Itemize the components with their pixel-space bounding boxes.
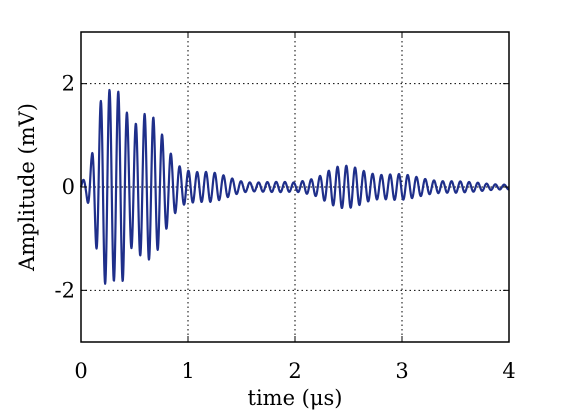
- y-tick-label: 0: [62, 175, 75, 199]
- x-tick-label: 2: [288, 359, 301, 383]
- ticks: 0 1 2 3 4 -2 0 2: [55, 32, 516, 383]
- x-axis-label: time (μs): [248, 386, 343, 410]
- waveform-line: [79, 88, 510, 285]
- x-tick-label: 4: [502, 359, 515, 383]
- x-tick-label: 1: [181, 359, 194, 383]
- series-layer: [79, 88, 510, 285]
- y-tick-label: -2: [55, 278, 75, 302]
- x-tick-label: 3: [395, 359, 408, 383]
- grid: [81, 32, 509, 342]
- y-axis-label: Amplitude (mV): [15, 103, 39, 272]
- x-tick-label: 0: [74, 359, 87, 383]
- y-tick-label: 2: [62, 72, 75, 96]
